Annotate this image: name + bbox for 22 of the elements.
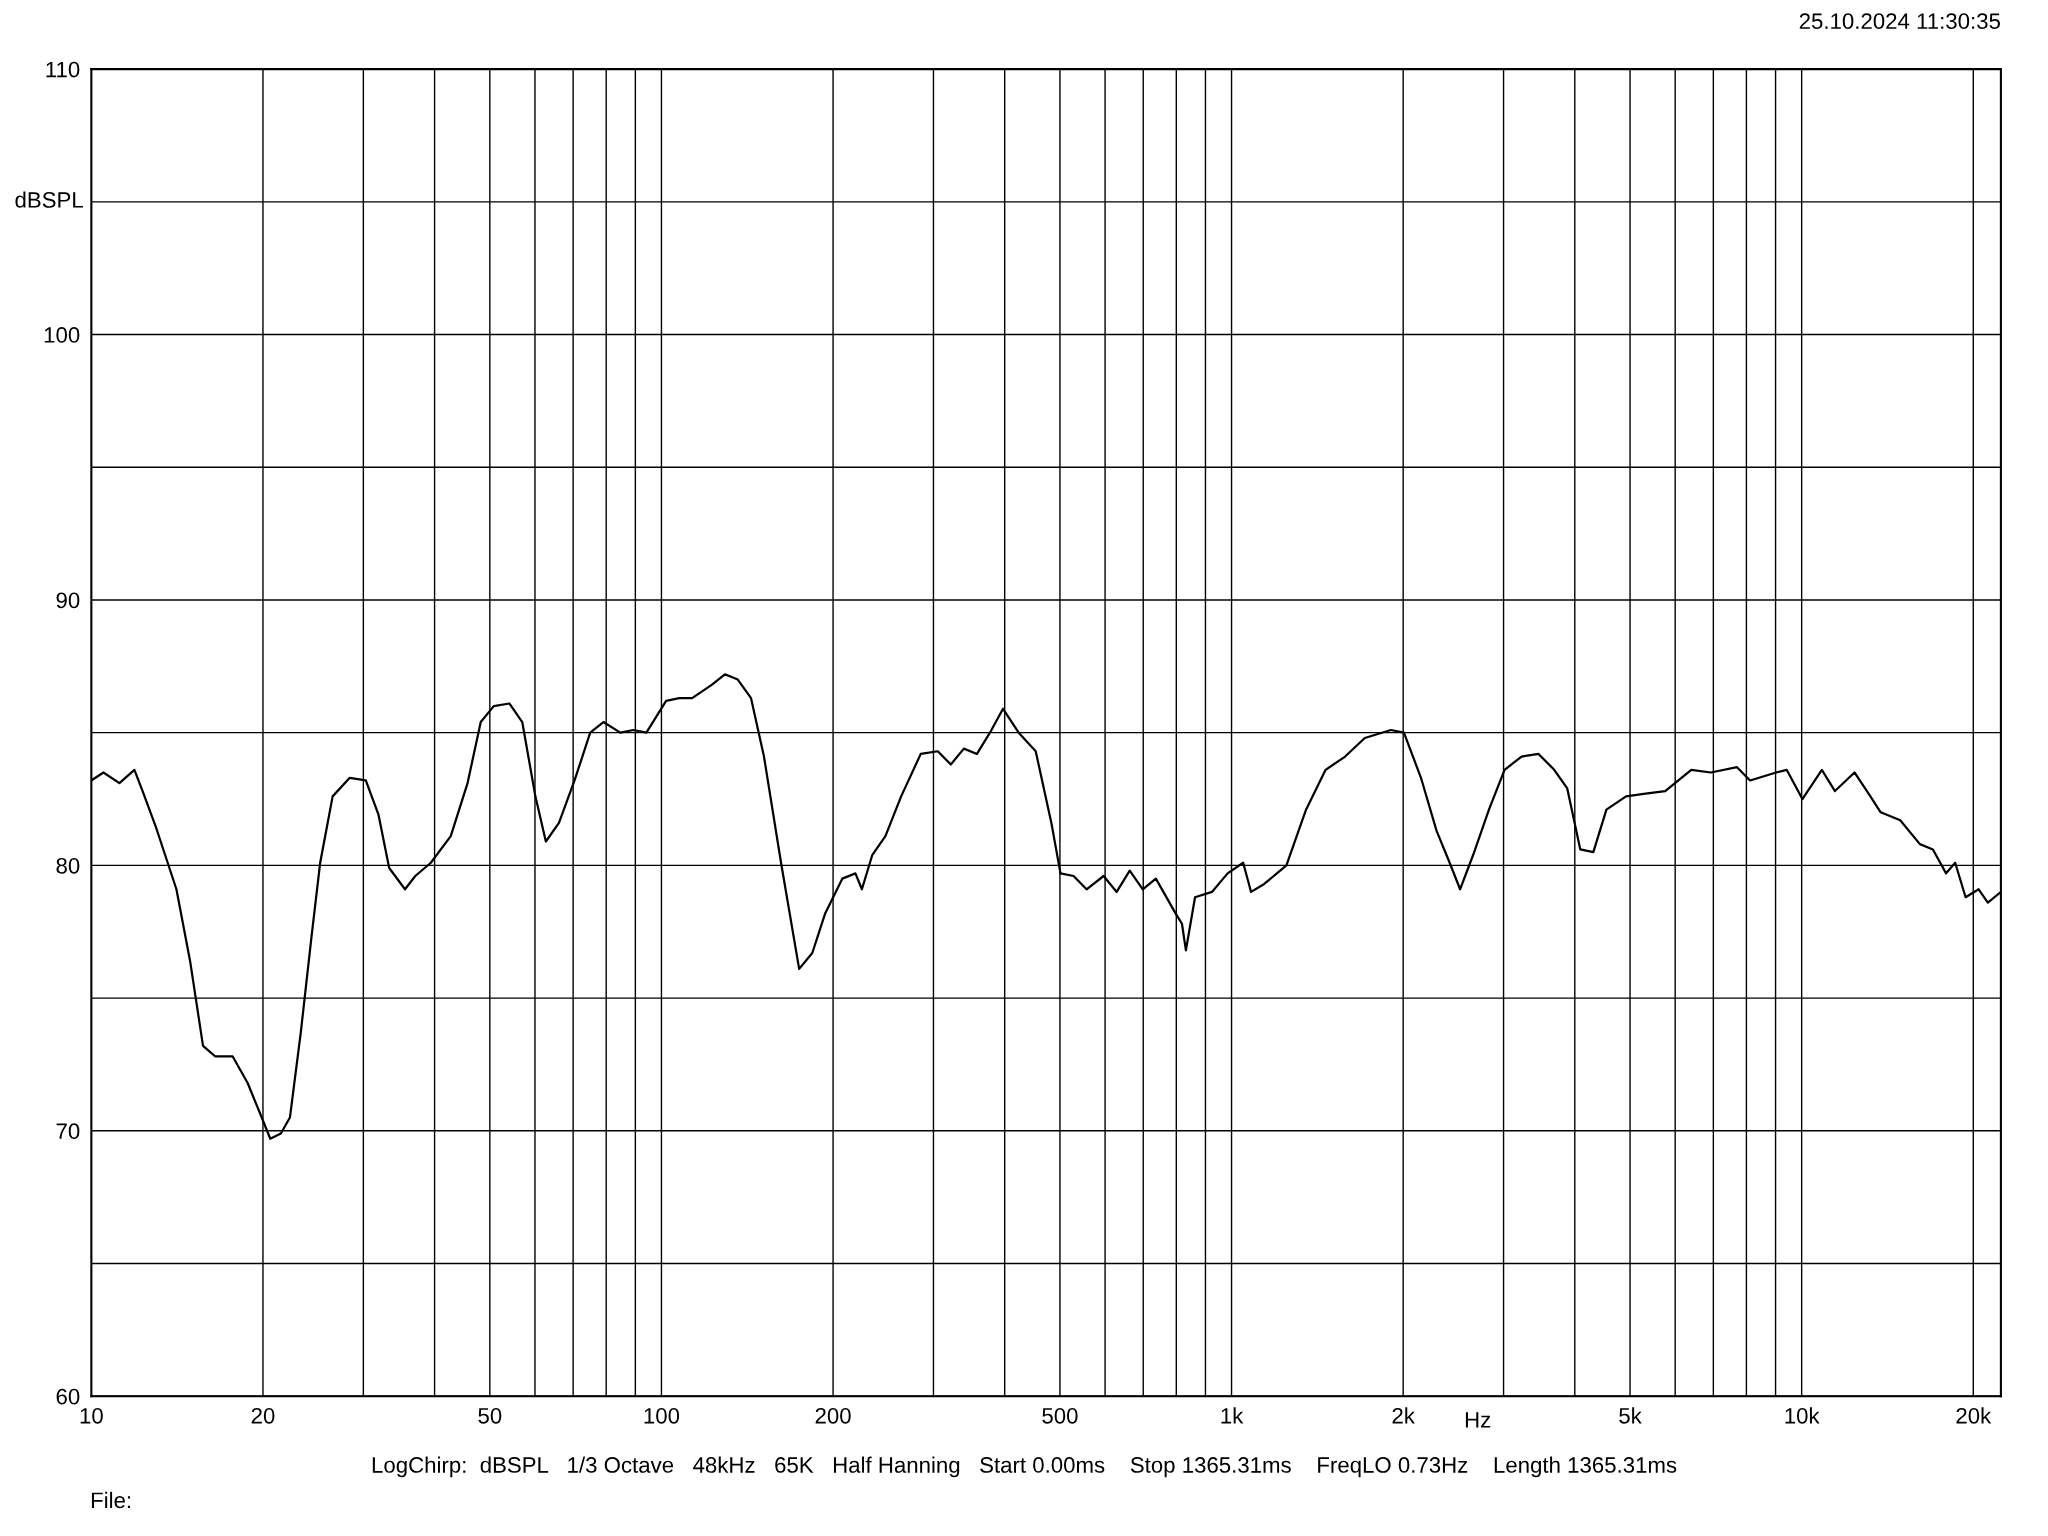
y-tick-label: 110 bbox=[46, 61, 80, 78]
x-tick-label: 200 bbox=[815, 1407, 851, 1424]
y-tick-label: 90 bbox=[56, 592, 80, 609]
x-tick-label: 50 bbox=[478, 1407, 502, 1424]
x-tick-label: 2k bbox=[1392, 1407, 1415, 1424]
x-tick-label: 1k bbox=[1221, 1407, 1244, 1424]
x-tick-label: 500 bbox=[1042, 1407, 1078, 1424]
x-tick-label: 100 bbox=[644, 1407, 680, 1424]
x-tick-label: 20k bbox=[1956, 1407, 1992, 1424]
text: File: bbox=[91, 1491, 131, 1509]
x-tick-label: 20 bbox=[251, 1407, 275, 1424]
text: 25.10.2024 11:30:35 bbox=[1799, 13, 2000, 30]
y-axis-title: dBSPL bbox=[15, 191, 83, 208]
y-tick-label: 100 bbox=[44, 327, 80, 343]
text: LogChirp: dBSPL 1/3 Octave 48kHz 65K Half Hanning Start 0.00ms Stop 1365.31ms FreqLO 0.73Hz Length 1365.31ms bbox=[372, 1456, 1677, 1478]
y-tick-label: 60 bbox=[56, 1388, 80, 1405]
y-tick-label: 70 bbox=[56, 1123, 80, 1140]
x-axis-title: Hz bbox=[1465, 1412, 1491, 1428]
x-tick-label: 10k bbox=[1785, 1407, 1820, 1424]
y-tick-label: 80 bbox=[56, 857, 80, 874]
x-tick-label: 10 bbox=[80, 1407, 103, 1424]
x-tick-label: 5k bbox=[1619, 1407, 1642, 1424]
